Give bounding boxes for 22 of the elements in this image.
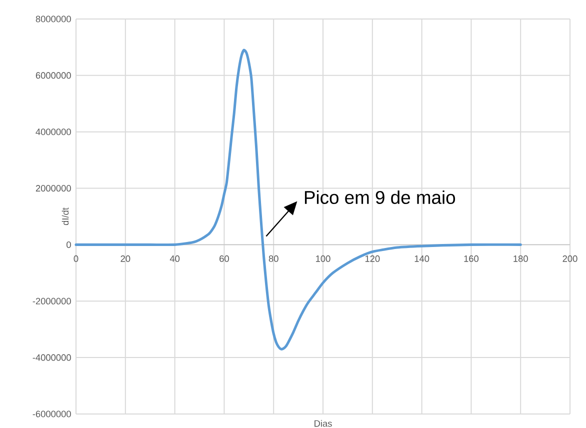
x-tick-label: 120 <box>365 255 380 262</box>
y-tick-label: 4000000 <box>36 128 71 136</box>
y-tick-label: 8000000 <box>36 16 71 22</box>
x-tick-label: 200 <box>562 255 578 262</box>
y-tick-label: 6000000 <box>36 72 71 79</box>
x-axis-title: Dias <box>314 420 332 427</box>
y-axis-title: dI/dt <box>62 208 69 226</box>
y-tick-label: 2000000 <box>36 185 71 192</box>
y-tick-label: -4000000 <box>32 354 71 361</box>
x-tick-label: 160 <box>464 255 479 262</box>
x-tick-label: 40 <box>170 255 180 262</box>
y-tick-label: -2000000 <box>32 298 71 304</box>
x-tick-label: 80 <box>268 255 278 262</box>
x-tick-label: 20 <box>120 255 130 262</box>
x-tick-label: 100 <box>316 255 330 262</box>
x-tick-label: 60 <box>220 255 229 262</box>
annotation: Pico em 9 de maio <box>304 190 456 204</box>
x-tick-label: 180 <box>514 255 528 262</box>
y-tick-label: -6000000 <box>32 410 71 418</box>
x-tick-label: 0 <box>74 255 78 262</box>
y-tick-label: 0 <box>66 241 71 248</box>
x-tick-label: 140 <box>414 255 430 262</box>
